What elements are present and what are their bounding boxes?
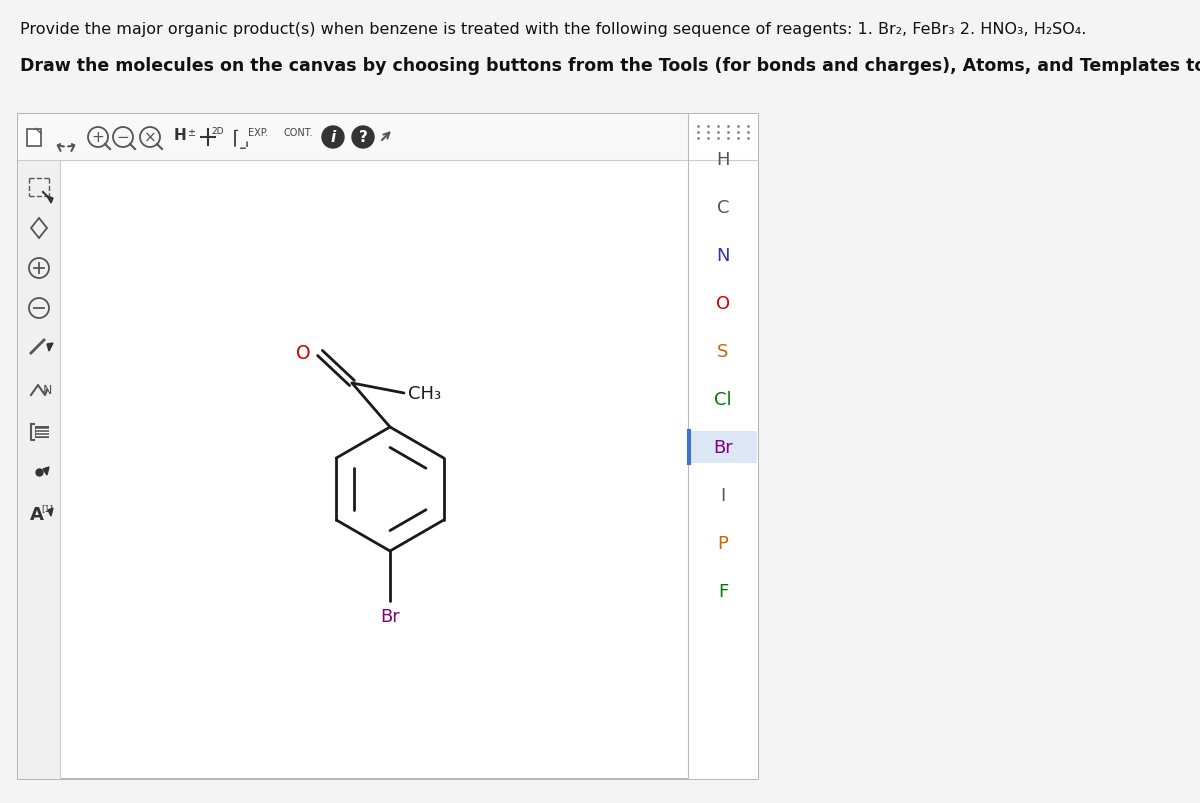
Text: A: A [30,505,44,524]
Text: C: C [716,199,730,217]
Text: Br: Br [380,607,400,626]
Circle shape [352,127,374,149]
Text: CONT.: CONT. [283,128,312,138]
Text: F: F [718,582,728,601]
Text: EXP.: EXP. [248,128,269,138]
Polygon shape [47,344,53,352]
Text: ×: × [144,130,156,145]
Text: ±: ± [187,128,196,138]
Text: N: N [716,247,730,265]
Bar [28,129,41,146]
Polygon shape [48,508,53,516]
Text: N: N [43,384,53,397]
Text: −: − [116,130,130,145]
Bar [18,115,758,161]
Circle shape [322,127,344,149]
Text: ⌋: ⌋ [229,126,236,145]
Polygon shape [47,197,53,204]
Text: H: H [716,151,730,169]
Bar [18,115,758,779]
Bar [18,161,60,779]
Text: P: P [718,534,728,552]
Text: ⌌: ⌌ [226,137,241,155]
Text: Cl: Cl [714,390,732,409]
Text: i: i [330,130,336,145]
Text: I: I [720,487,726,504]
Text: [1]: [1] [41,503,53,513]
Text: ?: ? [359,130,367,145]
Bar [688,115,758,779]
Text: Provide the major organic product(s) when benzene is treated with the following : Provide the major organic product(s) whe… [20,22,1086,37]
Polygon shape [43,467,49,475]
Text: +: + [91,130,104,145]
Text: O: O [716,295,730,312]
Bar [35,426,49,438]
Text: O: O [296,344,311,363]
Text: CH₃: CH₃ [408,385,442,402]
Text: 2D: 2D [211,126,223,136]
Text: H: H [174,128,186,143]
Text: Br: Br [713,438,733,456]
Text: Draw the molecules on the canvas by choosing buttons from the Tools (for bonds a: Draw the molecules on the canvas by choo… [20,57,1200,75]
Bar [689,431,757,463]
Text: S: S [718,343,728,361]
